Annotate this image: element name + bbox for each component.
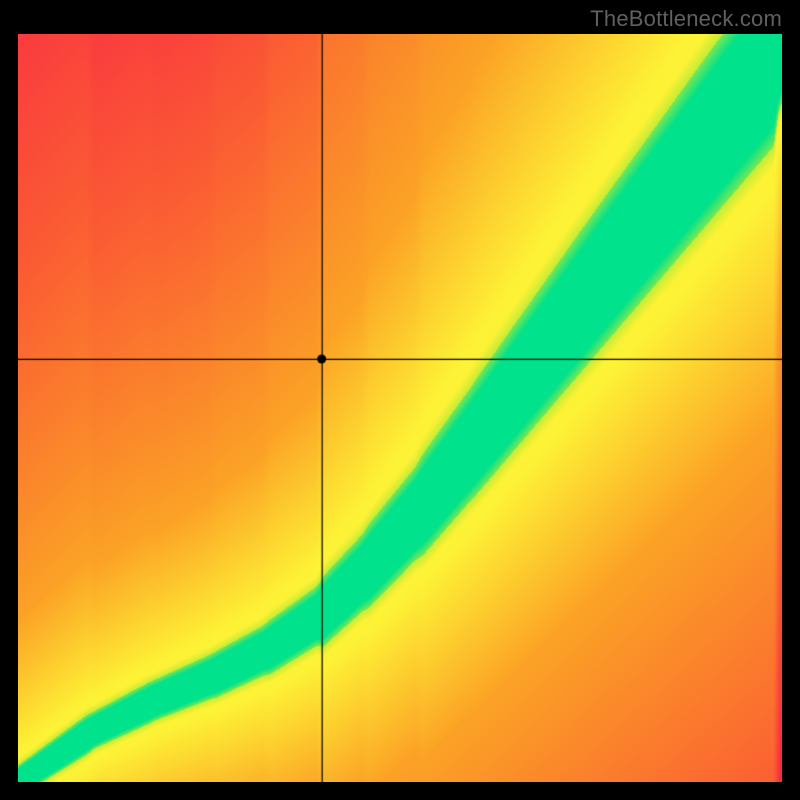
- watermark-text: TheBottleneck.com: [590, 6, 782, 32]
- heatmap-canvas: [18, 34, 782, 782]
- heatmap-plot: [18, 34, 782, 782]
- chart-container: TheBottleneck.com: [0, 0, 800, 800]
